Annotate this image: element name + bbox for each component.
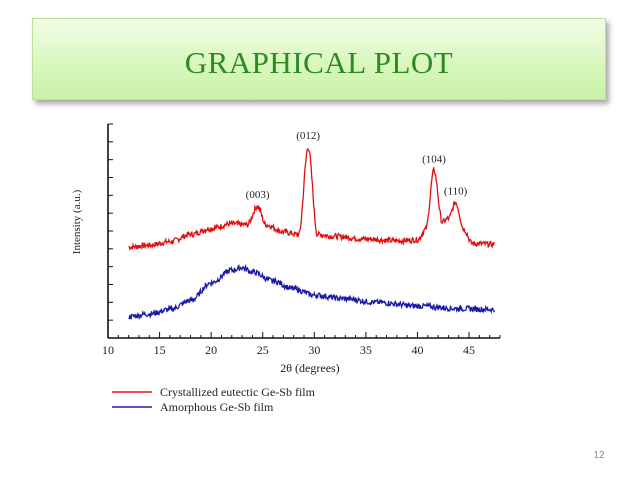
x-tick-label: 40	[411, 343, 423, 357]
x-tick-label: 30	[308, 343, 320, 357]
x-tick-label: 10	[102, 343, 114, 357]
slide-title: GRAPHICAL PLOT	[184, 45, 454, 80]
series-line-crystallized	[128, 147, 495, 251]
legend-label: Amorphous Ge-Sb film	[160, 400, 274, 414]
x-tick-label: 25	[257, 343, 269, 357]
slide-number: 12	[593, 450, 605, 461]
peak-annotations: (003) (012) (104) (110)	[246, 130, 468, 201]
peak-label: (110)	[444, 185, 468, 197]
peak-label: (003)	[246, 189, 270, 201]
chart-axes: 10 15 20 25 30 35 40 45	[102, 123, 501, 357]
chart-legend: Crystallized eutectic Ge-Sb filmAmorphou…	[112, 385, 316, 414]
x-tick-label: 45	[463, 343, 475, 357]
peak-label: (104)	[422, 153, 446, 165]
series-layer	[128, 147, 495, 321]
x-tick-label: 35	[360, 343, 372, 357]
title-banner: GRAPHICAL PLOT	[32, 18, 606, 100]
x-tick-label: 20	[205, 343, 217, 357]
legend-label: Crystallized eutectic Ge-Sb film	[160, 385, 316, 399]
x-axis-label: 2θ (degrees)	[280, 361, 339, 375]
x-tick-label: 15	[154, 343, 166, 357]
peak-label: (012)	[296, 130, 320, 142]
series-line-amorphous	[128, 263, 495, 321]
y-axis-label: Intensity (a.u.)	[71, 189, 83, 254]
